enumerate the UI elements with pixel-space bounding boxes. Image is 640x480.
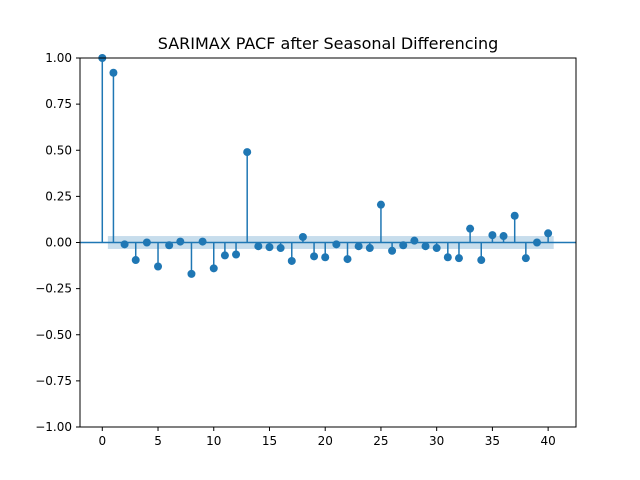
stem-marker-lag-16	[276, 244, 285, 253]
stem-marker-lag-23	[354, 242, 363, 251]
y-tick-label: 1.00	[45, 51, 72, 65]
stem-marker-lag-29	[421, 242, 430, 251]
stem-marker-lag-27	[399, 241, 408, 250]
stem-marker-lag-2	[120, 240, 129, 249]
stem-marker-lag-25	[376, 200, 385, 209]
y-tick-label: −0.50	[35, 328, 72, 342]
stem-marker-lag-36	[499, 232, 508, 241]
stem-marker-lag-13	[243, 148, 252, 157]
x-tick-label: 20	[318, 434, 333, 448]
y-tick-label: −1.00	[35, 420, 72, 434]
x-tick-label: 30	[429, 434, 444, 448]
stem-marker-lag-1	[109, 68, 118, 77]
stem-marker-lag-22	[343, 255, 352, 264]
stem-marker-lag-6	[165, 241, 174, 250]
stem-marker-lag-33	[466, 224, 475, 233]
stem-marker-lag-32	[454, 254, 463, 263]
x-tick-label: 15	[262, 434, 277, 448]
y-tick-label: 0.50	[45, 143, 72, 157]
x-tick-label: 25	[373, 434, 388, 448]
stem-marker-lag-40	[544, 229, 553, 238]
stem-marker-lag-21	[332, 240, 341, 249]
stem-marker-lag-19	[310, 252, 319, 261]
x-tick-label: 0	[98, 434, 106, 448]
stem-marker-lag-34	[477, 256, 486, 265]
stem-marker-lag-31	[443, 253, 452, 262]
stem-marker-lag-17	[287, 256, 296, 265]
x-tick-label: 10	[206, 434, 221, 448]
y-tick-label: −0.25	[35, 282, 72, 296]
stem-marker-lag-9	[198, 237, 207, 246]
x-tick-label: 35	[485, 434, 500, 448]
stem-marker-lag-30	[432, 244, 441, 253]
stem-marker-lag-12	[232, 250, 241, 259]
stem-marker-lag-10	[209, 264, 218, 273]
y-tick-label: 0.00	[45, 236, 72, 250]
stem-marker-lag-14	[254, 242, 263, 251]
stem-marker-lag-15	[265, 243, 274, 252]
stem-marker-lag-37	[510, 211, 519, 220]
stem-marker-lag-35	[488, 231, 497, 240]
y-tick-label: −0.75	[35, 374, 72, 388]
chart-title: SARIMAX PACF after Seasonal Differencing	[158, 34, 499, 53]
stem-marker-lag-39	[532, 238, 541, 247]
stem-marker-lag-7	[176, 237, 185, 246]
stem-marker-lag-8	[187, 269, 196, 278]
stem-marker-lag-18	[298, 232, 307, 241]
stem-marker-lag-20	[321, 253, 330, 262]
stem-marker-lag-38	[521, 254, 530, 263]
axes: 0 5 10 15 20 25 30 35 40 1.00 0.75 0.50 0.25 0.00 −0.2…	[35, 51, 577, 448]
stem-marker-lag-28	[410, 236, 419, 245]
stem-marker-lag-4	[142, 238, 151, 247]
y-tick-label: 0.25	[45, 189, 72, 203]
stem-marker-lag-24	[365, 244, 374, 253]
y-tick-label: 0.75	[45, 97, 72, 111]
stem-layer	[80, 54, 576, 278]
stem-marker-lag-5	[154, 262, 163, 271]
stem-marker-lag-26	[388, 246, 397, 255]
x-tick-label: 40	[540, 434, 555, 448]
stem-marker-lag-3	[131, 256, 140, 265]
stem-marker-lag-11	[220, 251, 229, 260]
x-tick-label: 5	[154, 434, 162, 448]
